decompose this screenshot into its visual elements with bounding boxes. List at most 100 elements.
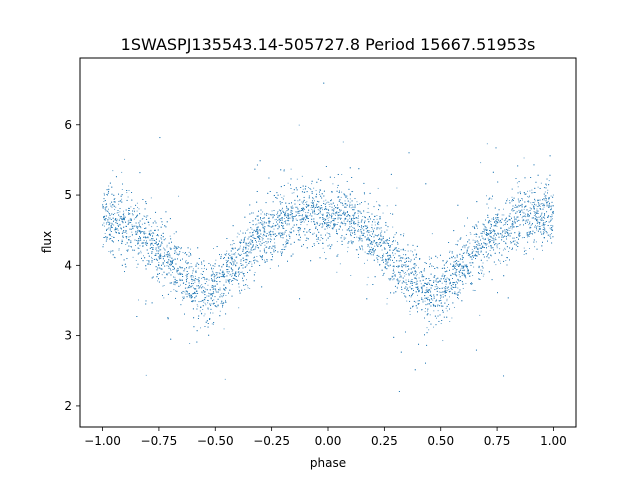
data-point bbox=[544, 224, 546, 225]
data-point bbox=[381, 230, 383, 232]
data-point bbox=[367, 276, 369, 278]
data-point bbox=[336, 255, 337, 257]
data-point bbox=[222, 264, 224, 266]
data-point bbox=[122, 222, 124, 224]
data-point bbox=[175, 280, 177, 281]
data-point bbox=[152, 235, 153, 237]
data-point bbox=[188, 266, 190, 268]
data-point bbox=[314, 207, 316, 209]
data-point bbox=[356, 236, 358, 238]
data-point bbox=[327, 220, 329, 221]
data-point bbox=[455, 285, 456, 287]
data-point bbox=[216, 291, 218, 293]
data-point bbox=[467, 255, 469, 256]
data-point bbox=[449, 296, 450, 298]
data-point bbox=[144, 231, 146, 233]
data-point bbox=[296, 178, 298, 180]
data-point bbox=[349, 201, 351, 203]
data-point bbox=[546, 203, 548, 205]
data-point bbox=[377, 222, 379, 224]
data-point bbox=[245, 244, 247, 246]
data-point bbox=[112, 204, 114, 206]
data-point bbox=[401, 291, 403, 293]
data-point bbox=[344, 224, 346, 226]
data-point bbox=[246, 259, 248, 261]
data-point bbox=[417, 287, 419, 289]
data-point bbox=[533, 211, 535, 212]
data-point bbox=[475, 233, 477, 235]
data-point bbox=[537, 221, 539, 223]
data-point bbox=[396, 286, 398, 288]
data-point bbox=[192, 285, 194, 287]
data-point bbox=[430, 263, 431, 265]
data-point bbox=[255, 230, 257, 232]
data-point bbox=[173, 268, 175, 270]
data-point bbox=[198, 282, 200, 284]
data-point bbox=[386, 259, 388, 261]
data-point bbox=[282, 225, 284, 227]
data-point bbox=[400, 249, 402, 251]
data-point bbox=[429, 290, 431, 292]
data-point bbox=[108, 208, 109, 210]
data-point bbox=[116, 212, 118, 214]
data-point bbox=[399, 280, 401, 282]
data-point bbox=[111, 222, 113, 224]
data-point bbox=[238, 233, 240, 235]
data-point bbox=[103, 217, 105, 219]
data-point bbox=[266, 242, 268, 244]
data-point bbox=[367, 245, 369, 247]
data-point bbox=[234, 275, 236, 277]
data-point bbox=[275, 218, 277, 220]
data-point bbox=[426, 287, 428, 289]
data-point bbox=[324, 251, 325, 253]
data-point bbox=[290, 209, 292, 211]
data-point bbox=[104, 225, 105, 227]
data-point bbox=[289, 238, 291, 239]
data-point bbox=[150, 230, 152, 232]
data-point bbox=[236, 257, 238, 259]
data-point bbox=[549, 234, 551, 235]
data-point bbox=[544, 205, 546, 207]
data-point bbox=[451, 317, 453, 319]
data-point bbox=[280, 251, 281, 253]
data-point bbox=[249, 288, 251, 289]
data-point bbox=[215, 272, 217, 274]
data-point bbox=[213, 299, 215, 301]
data-point bbox=[543, 232, 544, 234]
data-point bbox=[393, 265, 395, 267]
data-point bbox=[316, 241, 318, 242]
data-point bbox=[361, 228, 363, 230]
data-point bbox=[264, 229, 266, 231]
data-point bbox=[221, 271, 223, 273]
data-point bbox=[155, 249, 157, 250]
data-point bbox=[180, 248, 182, 250]
data-point bbox=[143, 232, 145, 234]
data-point bbox=[359, 247, 361, 249]
data-point bbox=[298, 215, 300, 217]
data-point bbox=[511, 196, 513, 198]
data-point bbox=[103, 192, 105, 194]
data-point bbox=[391, 275, 393, 277]
data-point bbox=[356, 201, 358, 203]
data-point bbox=[538, 226, 540, 228]
data-point bbox=[386, 259, 387, 261]
data-point bbox=[106, 206, 108, 208]
data-point bbox=[141, 223, 143, 225]
data-point bbox=[128, 219, 130, 221]
data-point bbox=[435, 301, 437, 303]
data-point bbox=[505, 260, 507, 261]
data-point bbox=[460, 268, 462, 270]
data-point bbox=[108, 185, 110, 187]
data-point bbox=[203, 315, 205, 317]
data-point bbox=[305, 205, 307, 207]
data-point bbox=[224, 378, 226, 380]
data-point bbox=[480, 162, 482, 164]
data-point bbox=[208, 279, 210, 281]
data-point bbox=[169, 260, 171, 262]
data-point bbox=[203, 267, 205, 269]
data-point bbox=[414, 266, 416, 268]
data-point bbox=[305, 212, 307, 214]
data-point bbox=[288, 224, 290, 226]
data-point bbox=[162, 285, 164, 287]
data-point bbox=[196, 271, 197, 273]
